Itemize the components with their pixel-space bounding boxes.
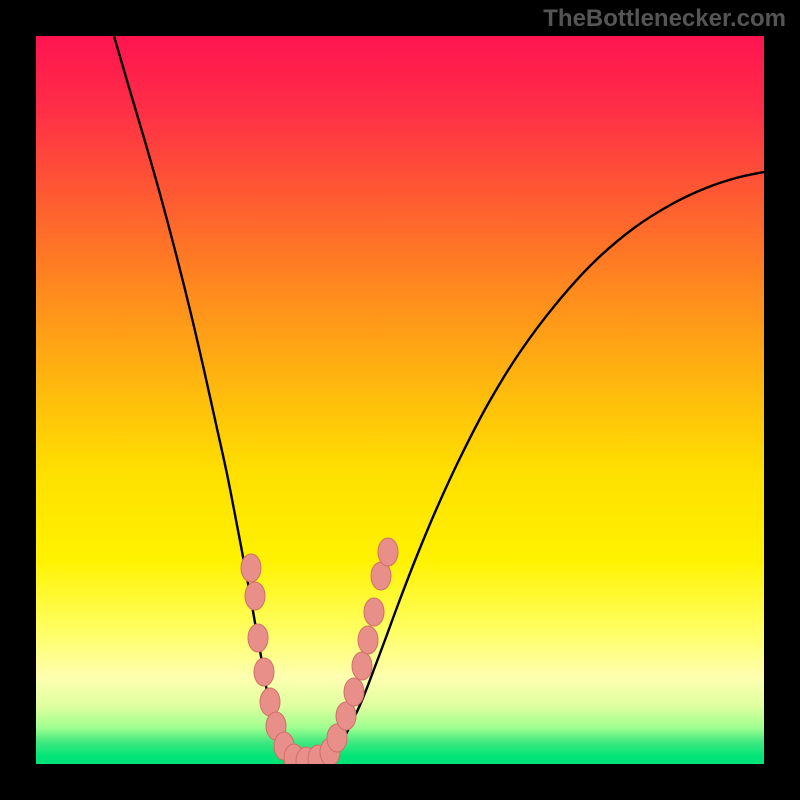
plot-area (36, 36, 764, 764)
watermark-text: TheBottlenecker.com (543, 5, 786, 33)
chart-container: TheBottlenecker.com (0, 0, 800, 800)
background-gradient (36, 36, 764, 764)
